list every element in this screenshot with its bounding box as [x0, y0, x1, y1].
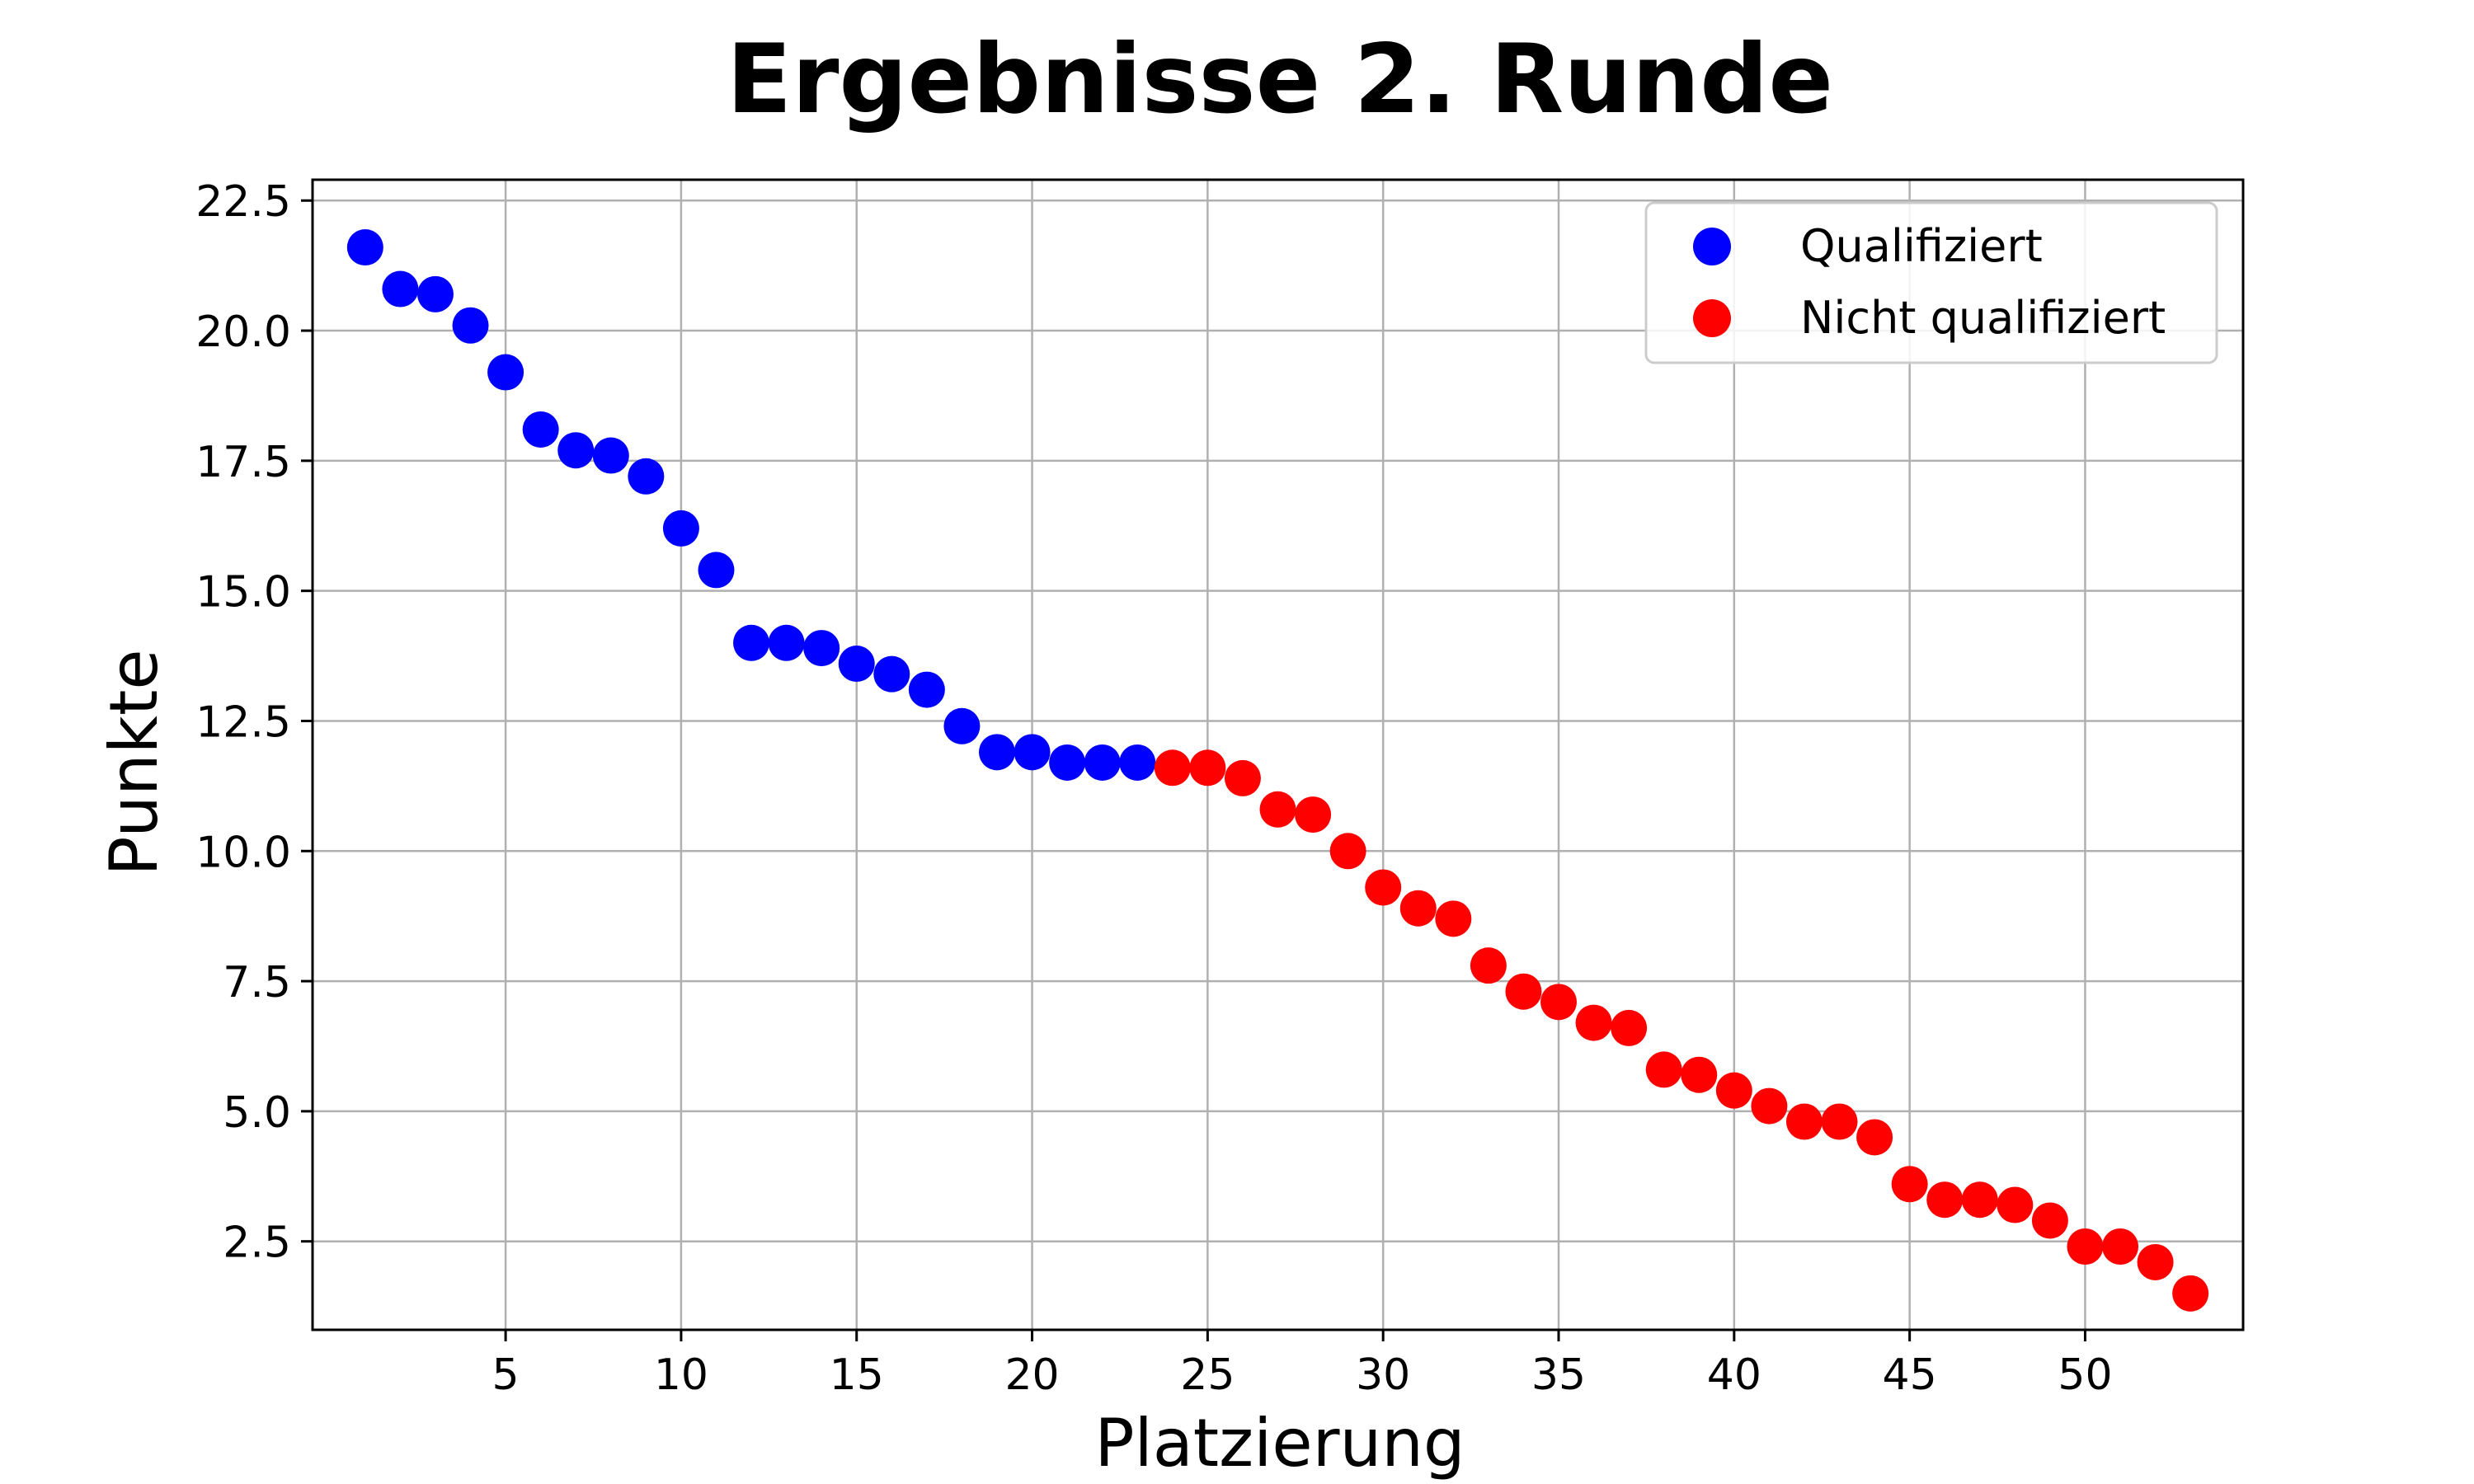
y-tick-label: 20.0 [195, 308, 291, 357]
plot-area-frame [311, 178, 2245, 1331]
legend: Qualifiziert Nicht qualifiziert [1644, 201, 2218, 364]
data-point [1049, 744, 1086, 781]
data-point [557, 432, 595, 469]
chart-title: Ergebnisse 2. Runde [727, 24, 1833, 135]
x-tick-label: 10 [654, 1350, 708, 1400]
x-tick-label: 5 [492, 1350, 520, 1400]
x-tick-label: 20 [1004, 1350, 1059, 1400]
legend-label-qualifiziert: Qualifiziert [1800, 220, 2043, 272]
y-tick-label: 17.5 [195, 438, 291, 487]
data-point [803, 630, 840, 667]
x-tick-label: 50 [2058, 1350, 2112, 1400]
data-point [1751, 1087, 1788, 1125]
data-point [592, 437, 629, 474]
data-point [978, 734, 1015, 771]
x-tick-label: 30 [1356, 1350, 1410, 1400]
x-tick-label: 45 [1883, 1350, 1937, 1400]
data-point [346, 229, 383, 266]
x-axis-label: Platzierung [1094, 1405, 1465, 1482]
data-point [522, 411, 559, 448]
data-point [1259, 791, 1296, 828]
data-point [1154, 749, 1191, 787]
data-point [1365, 869, 1402, 906]
data-point [1189, 749, 1226, 787]
data-point [1399, 890, 1437, 927]
data-point [452, 307, 489, 344]
data-point [628, 458, 665, 495]
data-point [1645, 1051, 1682, 1088]
legend-box [1644, 201, 2218, 364]
grid-lines [313, 180, 2243, 1330]
axis-ticks: 5 10 15 20 25 30 35 40 45 50 2.5 5.0 7.5 10.0 12.5 15.0… [195, 177, 2112, 1400]
series-qualifiziert [346, 229, 1156, 781]
data-point [908, 671, 945, 708]
legend-label-nicht-qualifiziert: Nicht qualifiziert [1800, 292, 2166, 344]
data-point [1084, 744, 1121, 781]
y-tick-label: 2.5 [223, 1219, 291, 1268]
data-point [1014, 734, 1051, 771]
data-point [1785, 1103, 1823, 1140]
series-nicht-qualifiziert [1154, 749, 2209, 1312]
data-point [662, 510, 699, 547]
data-point [873, 655, 910, 693]
x-tick-label: 25 [1180, 1350, 1235, 1400]
data-point [1329, 833, 1366, 870]
y-tick-label: 10.0 [195, 828, 291, 877]
data-point [1997, 1186, 2034, 1223]
data-point [1470, 947, 1507, 984]
data-point [768, 624, 805, 661]
y-tick-label: 15.0 [195, 568, 291, 618]
data-point [1119, 744, 1156, 781]
data-point [1224, 759, 1261, 796]
data-point [1926, 1181, 1964, 1219]
data-point [1891, 1166, 1928, 1203]
data-point [1295, 796, 1332, 834]
x-tick-label: 35 [1531, 1350, 1586, 1400]
data-point [2102, 1228, 2139, 1266]
data-point [733, 624, 770, 661]
y-tick-label: 5.0 [223, 1088, 291, 1138]
data-point [382, 270, 419, 308]
y-tick-label: 12.5 [195, 697, 291, 747]
data-point [1435, 900, 1472, 937]
data-point [416, 275, 454, 312]
data-point [1961, 1181, 1998, 1219]
data-point [698, 552, 735, 589]
data-point [2137, 1243, 2174, 1280]
data-point [1575, 1004, 1612, 1041]
data-point [2031, 1202, 2068, 1239]
data-point [1715, 1072, 1752, 1109]
data-point [838, 646, 875, 683]
data-point [1856, 1119, 1893, 1156]
data-points [346, 229, 2209, 1312]
y-axis-label: Punkte [96, 649, 172, 876]
x-tick-label: 40 [1707, 1350, 1761, 1400]
x-tick-label: 15 [830, 1350, 884, 1400]
data-point [1821, 1103, 1858, 1140]
data-point [2067, 1228, 2104, 1266]
data-point [1611, 1009, 1648, 1046]
data-point [1505, 973, 1542, 1010]
data-point [1681, 1056, 1718, 1093]
y-tick-label: 22.5 [195, 177, 291, 227]
legend-marker-nicht-qualifiziert [1693, 299, 1731, 337]
data-point [1540, 984, 1578, 1021]
legend-marker-qualifiziert [1693, 228, 1731, 265]
data-point [2172, 1275, 2209, 1312]
y-tick-label: 7.5 [223, 958, 291, 1007]
data-point [943, 707, 981, 744]
data-point [487, 354, 524, 391]
